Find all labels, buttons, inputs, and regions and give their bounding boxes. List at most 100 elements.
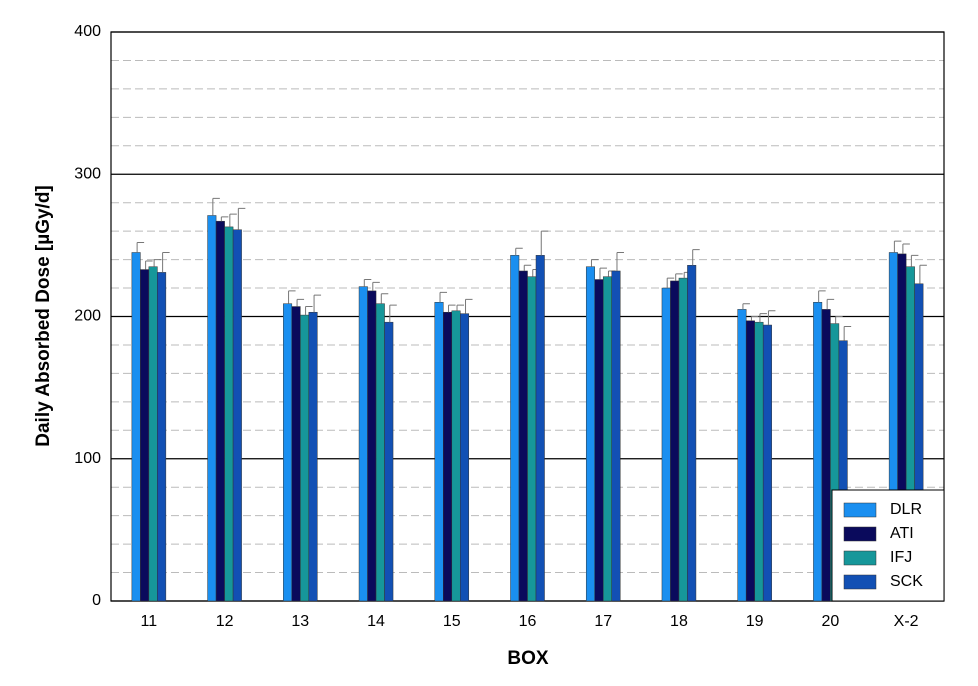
error-bar [305,306,313,316]
error-bar [212,197,220,216]
bar [308,311,318,602]
bar [131,252,141,602]
bar [451,310,461,602]
error-bar [313,294,322,313]
error-bar [439,291,448,303]
error-bar [742,303,750,310]
error-bar [288,290,296,304]
bar [291,306,301,602]
error-bar [893,240,902,253]
bar [594,279,604,602]
legend-label: ATI [890,525,914,542]
error-bar [675,273,683,281]
error-bar [448,304,456,313]
y-tick-label: 300 [74,165,101,182]
bar [358,286,368,602]
error-bar [599,267,607,280]
y-axis-label: Daily Absorbed Dose [µGy/d] [33,185,54,447]
x-axis-label: BOX [507,648,549,669]
error-bar [826,298,835,310]
error-bar [456,304,465,311]
error-bar [162,251,170,273]
error-bar [296,298,305,307]
bar [762,324,772,602]
bar [224,226,234,602]
bar [585,266,595,602]
x-tick-label: 17 [594,613,612,630]
bar [602,276,612,602]
legend-label: DLR [890,501,922,518]
error-bar [767,310,776,326]
error-bar [835,316,843,324]
error-bar [515,247,523,256]
x-tick-label: 20 [822,613,840,630]
bar [745,320,755,602]
bar [157,272,167,602]
error-bar [220,216,229,222]
y-tick-label: 400 [74,23,101,40]
x-tick-label: 12 [216,613,234,630]
bar [754,321,764,602]
error-bar [153,259,162,267]
y-tick-label: 0 [92,592,101,609]
error-bar [666,277,675,289]
legend-swatch [843,502,877,518]
bar [821,309,831,602]
bar [661,287,671,602]
y-tick-label: 200 [74,308,101,325]
error-bar [229,213,237,227]
error-bar [919,264,927,284]
error-bar [372,281,380,291]
error-bar [910,254,919,267]
error-bar [540,230,549,256]
error-bar [818,290,826,303]
error-bar [363,279,372,287]
x-tick-label: X-2 [894,613,919,630]
bar [232,229,242,602]
bar [140,269,150,602]
bar [375,303,385,602]
bar [148,266,158,602]
bar [670,280,680,602]
error-bar [843,325,852,341]
error-bar [465,298,473,314]
legend-swatch [843,550,877,566]
legend-label: IFJ [890,549,912,566]
error-bar [616,251,624,271]
x-tick-label: 15 [443,613,461,630]
error-bar [902,243,910,254]
error-bar [145,260,153,270]
bar [527,276,537,602]
x-tick-label: 14 [367,613,385,630]
legend-swatch [843,526,877,542]
bar [611,270,621,602]
bar [518,270,528,602]
error-bar [750,316,759,321]
error-bar [590,259,599,267]
x-tick-label: 11 [141,613,158,630]
error-bar [759,313,767,323]
bar [687,265,697,602]
y-tick-label: 100 [74,450,101,467]
bar [300,314,310,602]
legend-swatch [843,574,877,590]
bar [443,311,453,602]
x-tick-label: 19 [746,613,764,630]
bar [283,303,293,602]
bar [737,309,747,602]
error-bar [136,242,145,253]
x-tick-label: 18 [670,613,688,630]
bar [535,255,545,602]
bar [460,313,470,602]
x-tick-label: 13 [291,613,309,630]
error-bar [389,304,397,323]
bar [434,302,444,602]
error-bar [237,207,246,230]
error-bar [692,249,700,266]
bar [813,302,823,602]
error-bar [523,264,532,271]
x-tick-label: 16 [519,613,537,630]
bar [384,321,394,602]
bar [215,220,225,602]
